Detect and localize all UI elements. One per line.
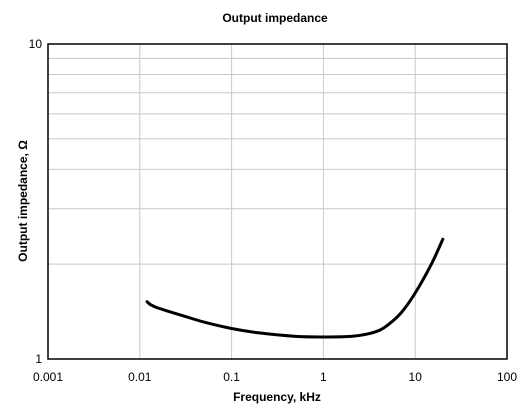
x-tick-label: 10 — [409, 370, 423, 384]
series-line — [145, 237, 445, 339]
grid — [48, 44, 507, 359]
x-tick-label: 0.01 — [128, 370, 152, 384]
y-axis-label: Output impedance, Ω — [16, 140, 30, 262]
x-tick-label: 0.001 — [33, 370, 63, 384]
x-tick-label: 100 — [497, 370, 517, 384]
series-group — [145, 237, 445, 339]
chart-title: Output impedance — [222, 11, 328, 25]
y-tick-label: 1 — [35, 352, 42, 366]
x-tick-label: 1 — [320, 370, 327, 384]
x-tick-label: 0.1 — [223, 370, 240, 384]
x-tick-labels: 0.001 0.01 0.1 1 10 100 — [33, 370, 517, 384]
plot-area-border — [47, 43, 508, 360]
y-tick-label: 10 — [29, 37, 43, 51]
x-axis-label: Frequency, kHz — [233, 390, 321, 404]
y-tick-labels: 1 10 — [29, 37, 43, 366]
